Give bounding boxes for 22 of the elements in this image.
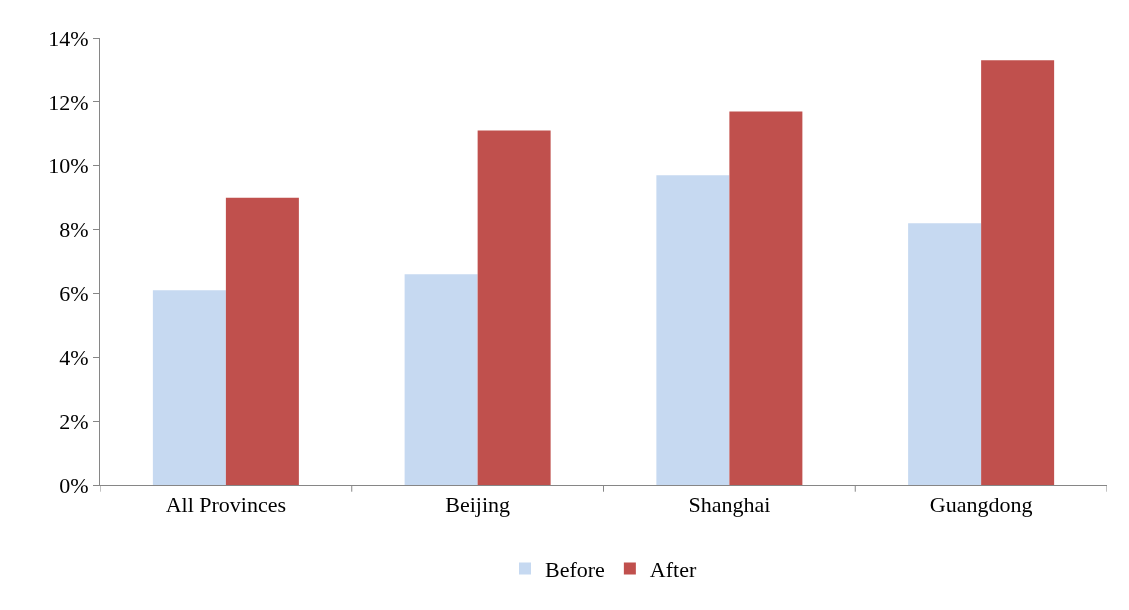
bar — [656, 175, 730, 485]
legend-label: Before — [545, 556, 605, 582]
x-tick-label: Beijing — [445, 492, 511, 518]
bar — [152, 290, 226, 485]
y-tick-label: 14% — [48, 25, 89, 51]
x-tick-label: Shanghai — [688, 492, 771, 518]
y-tick-label: 6% — [59, 281, 89, 307]
y-tick-label: 8% — [59, 217, 89, 243]
y-tick-label: 2% — [59, 408, 89, 434]
x-tick-label: All Provinces — [165, 492, 287, 518]
y-tick-label: 10% — [48, 153, 89, 179]
y-tick-label: 0% — [59, 472, 89, 498]
legend-label: After — [649, 556, 697, 582]
bar — [404, 274, 478, 485]
x-tick-label: Guangdong — [929, 492, 1033, 518]
bar — [981, 60, 1055, 485]
bar — [908, 223, 982, 485]
bar — [477, 130, 551, 485]
y-tick-label: 4% — [59, 344, 89, 370]
bar — [729, 111, 803, 485]
y-tick-label: 12% — [48, 89, 89, 115]
bar — [225, 197, 299, 485]
